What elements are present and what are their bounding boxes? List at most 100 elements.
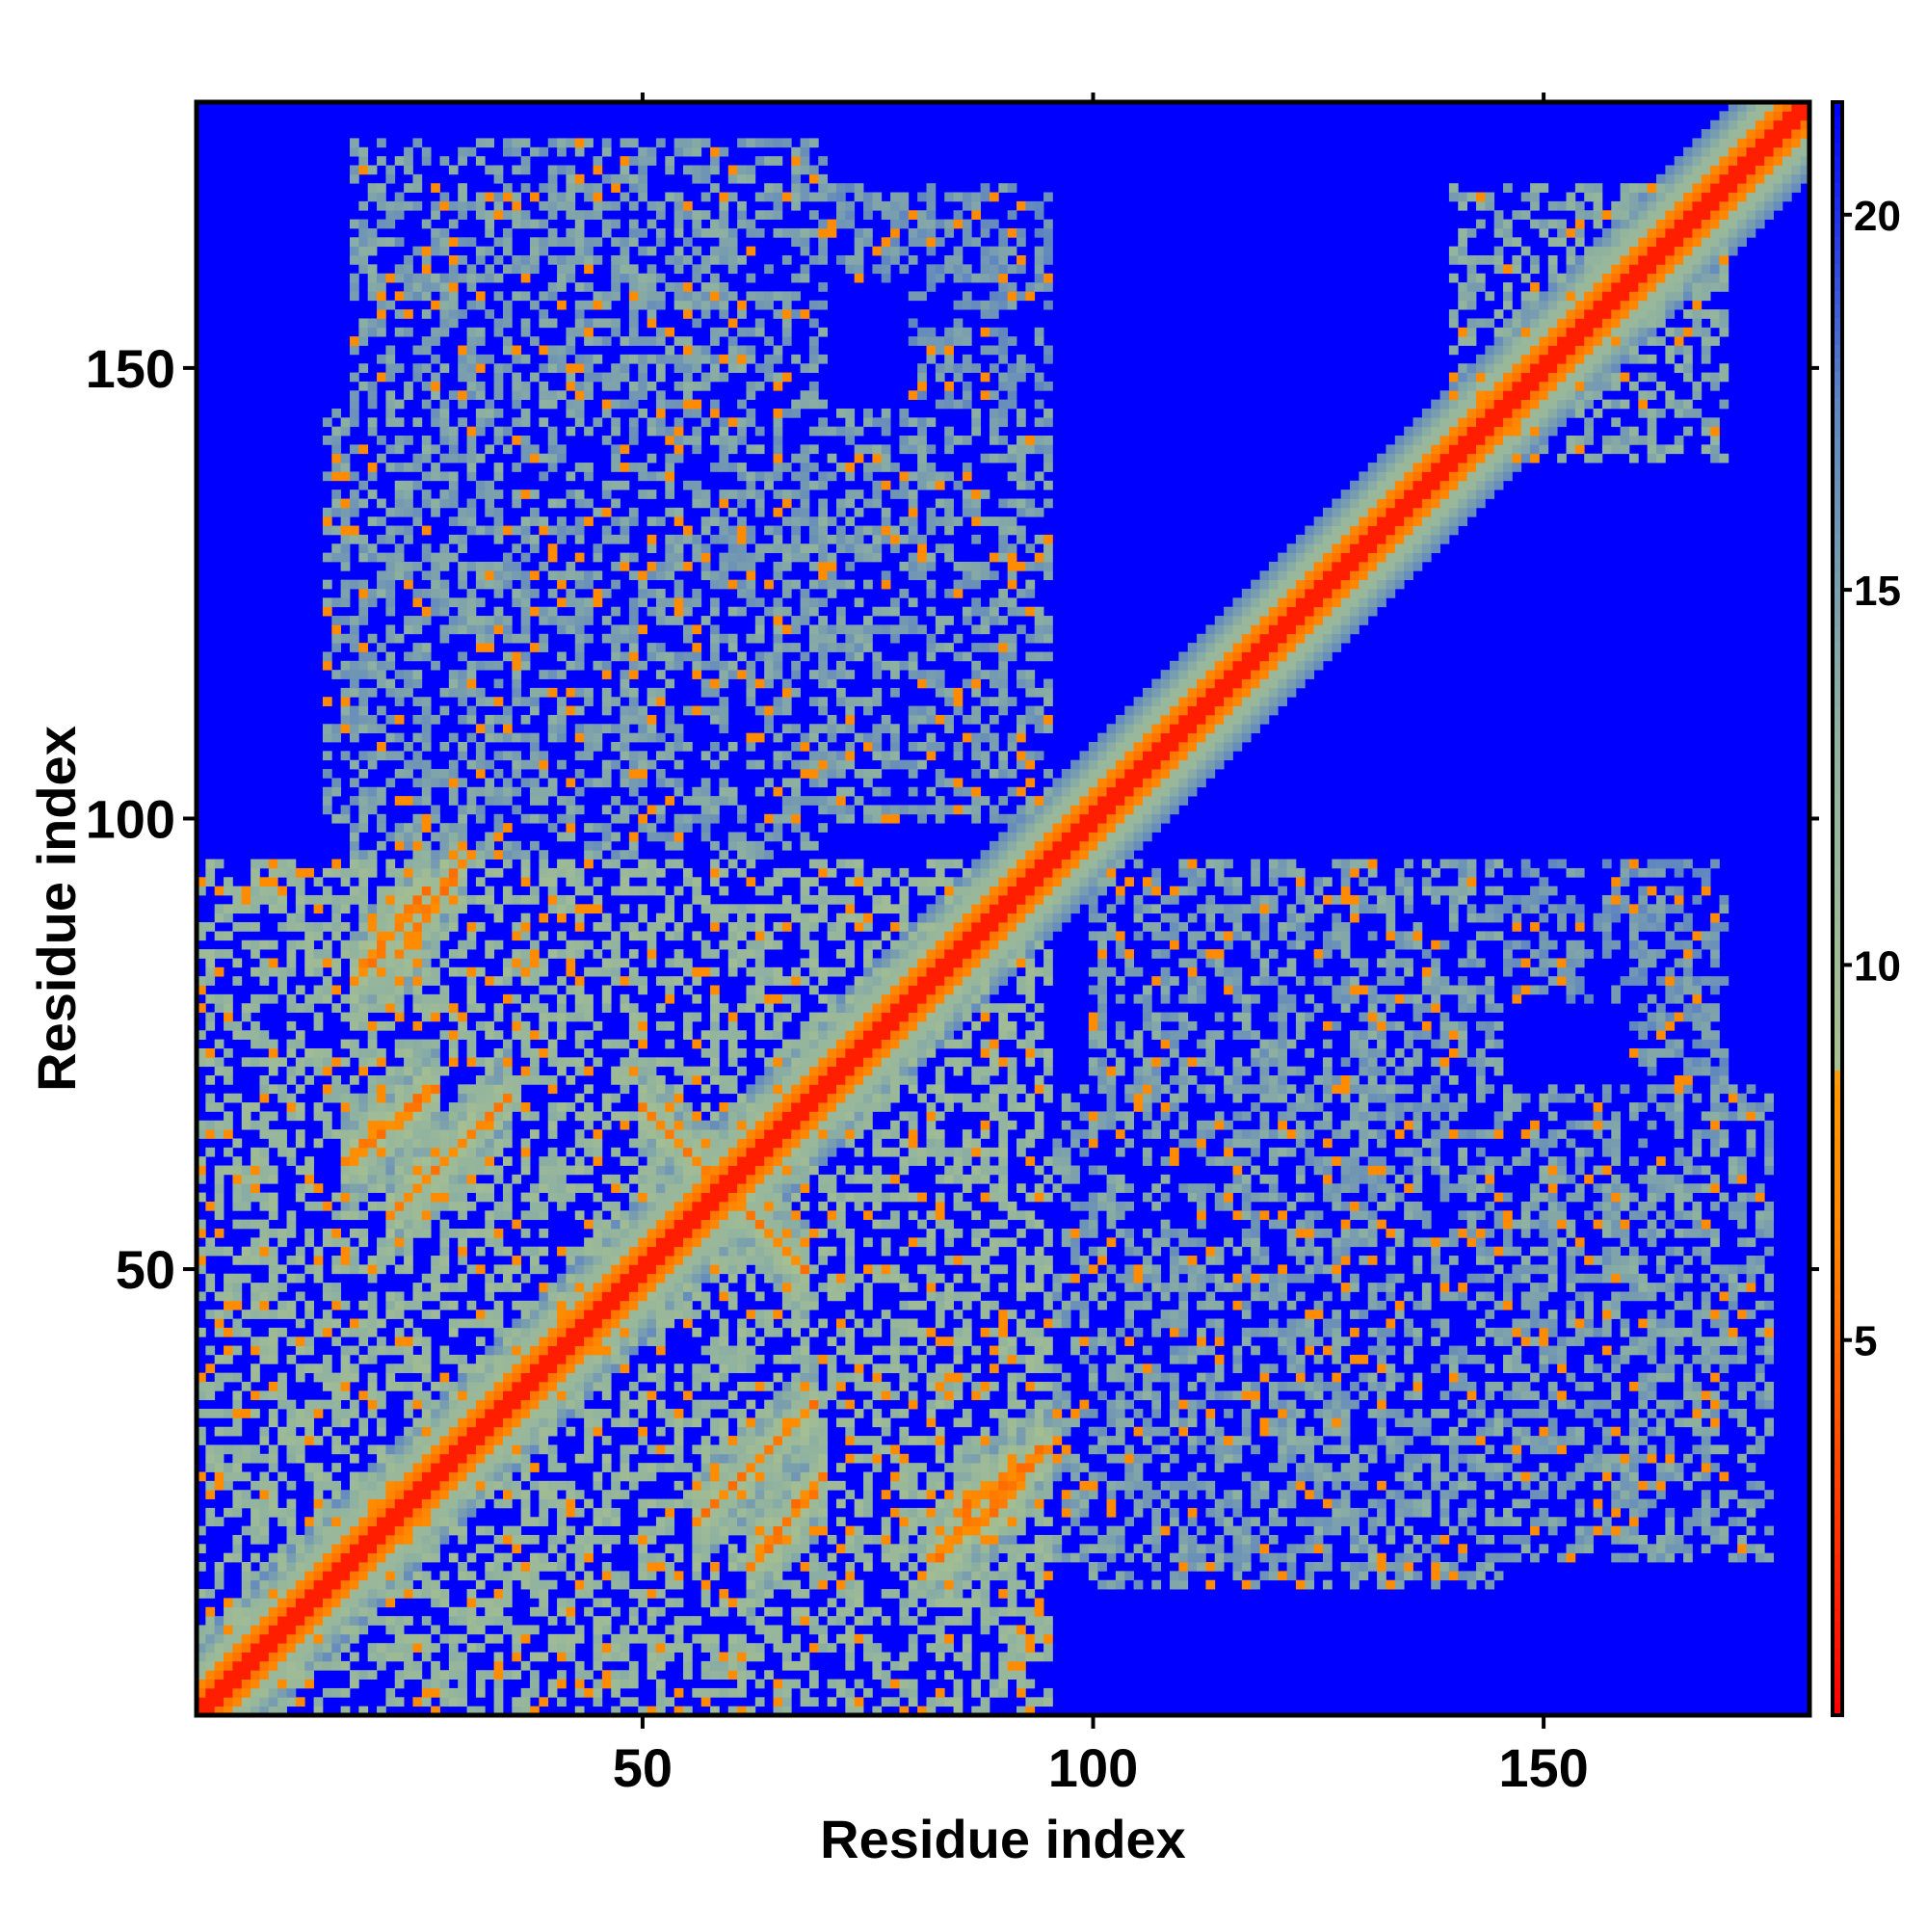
heatmap-cell [349,336,359,346]
heatmap-cell [665,1507,675,1518]
heatmap-cell [251,1453,260,1464]
heatmap-cell [692,480,702,490]
heatmap-cell [665,1237,675,1248]
heatmap-cell [700,1291,711,1302]
heatmap-cell [358,381,369,391]
heatmap-cell [458,210,467,220]
heatmap-cell [584,183,594,193]
heatmap-cell [377,1120,386,1130]
heatmap-cell [421,922,432,932]
heatmap-cell [502,1453,513,1464]
heatmap-cell [439,1679,450,1689]
heatmap-cell [377,949,386,959]
heatmap-cell [700,1363,711,1374]
heatmap-cell [628,1697,639,1707]
heatmap-cell [620,624,630,635]
heatmap-cell [295,1183,305,1193]
heatmap-cell [421,1426,432,1437]
heatmap-cell [566,471,576,482]
heatmap-cell [431,1120,440,1130]
heatmap-cell [385,1300,396,1310]
heatmap-cell [358,1390,369,1401]
heatmap-cell [512,138,522,148]
heatmap-cell [485,1453,495,1464]
heatmap-cell [259,1156,270,1166]
heatmap-cell [404,1102,413,1112]
heatmap-cell [295,1318,305,1329]
heatmap-cell [692,643,702,652]
heatmap-cell [557,1643,567,1653]
heatmap-cell [493,1679,504,1689]
heatmap-cell [601,200,612,211]
heatmap-cell [358,850,369,860]
heatmap-cell [259,1426,270,1437]
heatmap-cell [394,1552,405,1563]
heatmap-cell [431,1201,440,1211]
heatmap-cell [404,1453,413,1464]
heatmap-cell [647,1066,657,1076]
heatmap-cell [557,1409,567,1418]
heatmap-cell [647,1300,657,1310]
heatmap-cell [557,1534,567,1545]
heatmap-cell [539,1417,549,1428]
heatmap-cell [475,1625,486,1635]
heatmap-cell [214,1670,224,1680]
heatmap-cell [620,886,630,896]
heatmap-cell [475,922,486,932]
heatmap-cell [421,1679,432,1689]
heatmap-cell [665,705,675,716]
heatmap-cell [377,183,386,193]
heatmap-cell [574,534,585,544]
heatmap-cell [520,138,531,148]
heatmap-cell [439,200,450,211]
heatmap-cell [394,291,405,302]
heatmap-cell [304,1300,314,1310]
heatmap-cell [421,714,432,725]
heatmap-cell [638,165,647,175]
heatmap-cell [340,867,351,878]
heatmap-cell [655,1256,666,1265]
heatmap-cell [601,1453,612,1464]
heatmap-cell [539,246,549,256]
heatmap-cell [394,966,405,977]
heatmap-cell [412,1174,423,1184]
heatmap-cell [331,732,342,743]
heatmap-cell [367,1093,378,1103]
heatmap-cell [547,1337,558,1346]
heatmap-cell [349,633,359,644]
heatmap-cell [683,1291,693,1302]
heatmap-cell [574,913,585,923]
heatmap-cell [512,1318,522,1329]
heatmap-cell [638,1390,647,1401]
heatmap-cell [394,1264,405,1275]
heatmap-cell [502,227,513,238]
heatmap-cell [394,940,405,950]
heatmap-cell [431,1453,440,1464]
heatmap-cell [539,751,549,761]
heatmap-cell [655,570,666,581]
heatmap-cell [647,1219,657,1230]
heatmap-cell [241,886,251,896]
heatmap-cell [404,877,413,887]
heatmap-cell [268,1039,278,1049]
heatmap-cell [286,859,297,869]
heatmap-cell [349,579,359,590]
heatmap-cell [475,210,486,220]
heatmap-cell [665,859,675,869]
heatmap-cell [638,192,647,202]
heatmap-cell [601,913,612,923]
heatmap-cell [512,1444,522,1455]
heatmap-cell [404,1363,413,1374]
heatmap-cell [539,769,549,779]
heatmap-cell [322,786,332,797]
heatmap-cell [412,1300,423,1310]
heatmap-cell [214,1201,224,1211]
heatmap-cell [277,1616,287,1626]
heatmap-cell [268,1210,278,1221]
heatmap-cell [700,894,711,905]
heatmap-cell [628,1075,639,1085]
heatmap-cell [304,1670,314,1680]
heatmap-cell [394,1075,405,1085]
heatmap-cell [268,1246,278,1257]
heatmap-cell [628,436,639,445]
